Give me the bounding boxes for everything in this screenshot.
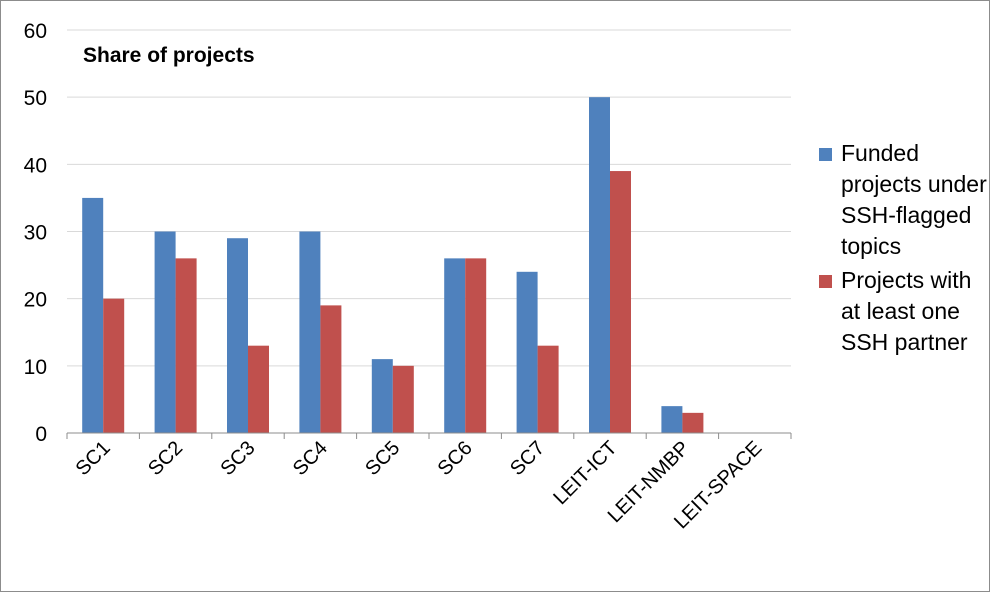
bar-funded-sc3: [227, 238, 248, 433]
legend-label-funded: Funded projects under SSH-flagged topics: [841, 140, 987, 259]
chart-title: Share of projects: [83, 44, 255, 67]
bar-ssh-partner-sc5: [392, 365, 414, 433]
x-tick-label-sc2: SC2: [144, 437, 187, 480]
bar-ssh-partner-sc6: [465, 258, 487, 433]
bar-ssh-partner-sc3: [248, 345, 269, 433]
y-tick-label-60: 60: [24, 20, 47, 43]
y-tick-label-50: 50: [24, 87, 47, 110]
bar-funded-leit-ict: [589, 97, 610, 434]
x-tick-label-sc5: SC5: [361, 437, 404, 480]
legend-item-ssh-partner: Projects with at least one SSH partner: [819, 265, 987, 358]
bar-funded-sc7: [516, 271, 538, 433]
legend-item-funded: Funded projects under SSH-flagged topics: [819, 138, 987, 262]
bar-ssh-partner-sc1: [103, 298, 125, 433]
x-tick-label-sc1: SC1: [72, 437, 115, 480]
bar-ssh-partner-leit-ict: [610, 171, 631, 434]
x-tick-label-sc7: SC7: [506, 437, 549, 480]
bars: [82, 97, 704, 434]
x-tick-label-sc6: SC6: [434, 437, 477, 480]
x-tick-label-leit-ict: LEIT-ICT: [549, 437, 621, 509]
bar-ssh-partner-sc4: [320, 305, 342, 433]
bar-funded-leit-nmbp: [661, 406, 683, 433]
bar-ssh-partner-leit-nmbp: [682, 412, 704, 433]
bar-funded-sc5: [371, 359, 393, 433]
x-tick-label-sc3: SC3: [216, 437, 259, 480]
legend-label-ssh-partner: Projects with at least one SSH partner: [841, 267, 972, 355]
y-tick-label-30: 30: [24, 222, 47, 245]
legend: Funded projects under SSH-flagged topics…: [819, 138, 987, 361]
bar-funded-sc1: [82, 197, 104, 433]
bar-ssh-partner-sc7: [537, 345, 559, 433]
y-tick-label-10: 10: [24, 356, 47, 379]
bar-funded-sc2: [154, 231, 176, 433]
y-tick-label-0: 0: [35, 423, 47, 446]
bar-funded-sc6: [444, 258, 466, 433]
legend-swatch-ssh-partner: [819, 275, 832, 288]
legend-swatch-funded: [819, 148, 832, 161]
y-tick-label-20: 20: [24, 289, 47, 312]
bar-funded-sc4: [299, 231, 321, 433]
axes: [66, 432, 792, 439]
bar-ssh-partner-sc2: [175, 258, 197, 433]
x-tick-label-sc4: SC4: [289, 437, 332, 480]
y-tick-label-40: 40: [24, 154, 47, 177]
